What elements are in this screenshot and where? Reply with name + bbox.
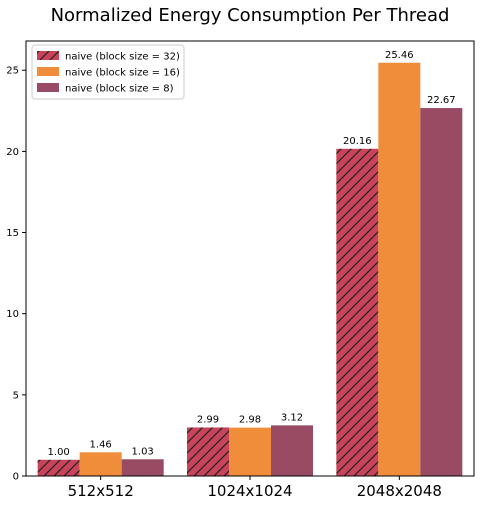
y-tick-label: 20 — [6, 147, 19, 158]
data-label: 25.46 — [385, 50, 414, 61]
axes-group: 512x512 1024x1024 2048x2048 0 5 10 15 20 25 — [6, 40, 475, 500]
data-label: 22.67 — [427, 95, 456, 106]
y-tick-label: 25 — [6, 66, 19, 77]
bar-512x512-series-1 — [37, 459, 80, 476]
data-labels-group: 1.00 1.46 1.03 2.99 2.98 3.12 20.16 25.46 22.67 — [48, 50, 456, 458]
legend-label: naive (block size = 8) — [65, 84, 174, 95]
bars-group — [37, 62, 463, 476]
data-label: 1.03 — [132, 446, 154, 457]
y-tick-label: 5 — [13, 390, 19, 401]
legend-label: naive (block size = 16) — [65, 68, 180, 79]
x-tick-label: 1024x1024 — [207, 482, 292, 500]
legend-swatch — [37, 83, 59, 92]
plot-frame — [25, 40, 475, 477]
legend-box — [31, 44, 185, 100]
data-label: 2.98 — [239, 415, 261, 426]
x-tick-label: 2048x2048 — [357, 482, 442, 500]
y-tick-label: 15 — [6, 228, 19, 239]
chart-title: Normalized Energy Consumption Per Thread — [51, 5, 450, 26]
bar-512x512-series-3 — [121, 459, 164, 476]
bar-512x512-series-2 — [79, 452, 122, 476]
bar-2048x2048-series-2 — [378, 62, 421, 476]
y-tick-label: 10 — [6, 309, 19, 320]
data-label: 2.99 — [197, 414, 219, 425]
data-label: 20.16 — [343, 136, 372, 147]
bar-1024x1024-series-1 — [187, 427, 229, 476]
data-label: 1.00 — [48, 447, 70, 458]
y-tick-label: 0 — [13, 472, 19, 483]
data-label: 1.46 — [90, 439, 112, 450]
data-label: 3.12 — [281, 412, 303, 423]
bar-2048x2048-series-3 — [420, 108, 463, 476]
legend-swatch — [37, 51, 59, 60]
x-tick-label: 512x512 — [68, 482, 134, 500]
bar-1024x1024-series-2 — [229, 427, 271, 476]
legend-swatch — [37, 67, 59, 76]
bar-2048x2048-series-1 — [336, 148, 379, 476]
bar-1024x1024-series-3 — [271, 425, 313, 476]
legend: naive (block size = 32) naive (block size… — [31, 44, 185, 100]
legend-label: naive (block size = 32) — [65, 52, 180, 63]
